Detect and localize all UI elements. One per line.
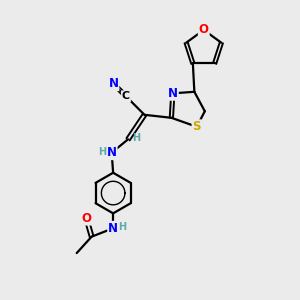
Text: H: H — [118, 222, 126, 233]
Text: N: N — [108, 77, 118, 90]
Text: N: N — [168, 87, 178, 100]
Text: H: H — [99, 147, 107, 157]
Text: C: C — [122, 91, 130, 101]
Text: N: N — [108, 222, 118, 235]
Text: O: O — [199, 23, 209, 37]
Text: O: O — [81, 212, 91, 225]
Text: S: S — [193, 120, 201, 133]
Text: N: N — [106, 146, 117, 159]
Text: H: H — [132, 133, 140, 143]
